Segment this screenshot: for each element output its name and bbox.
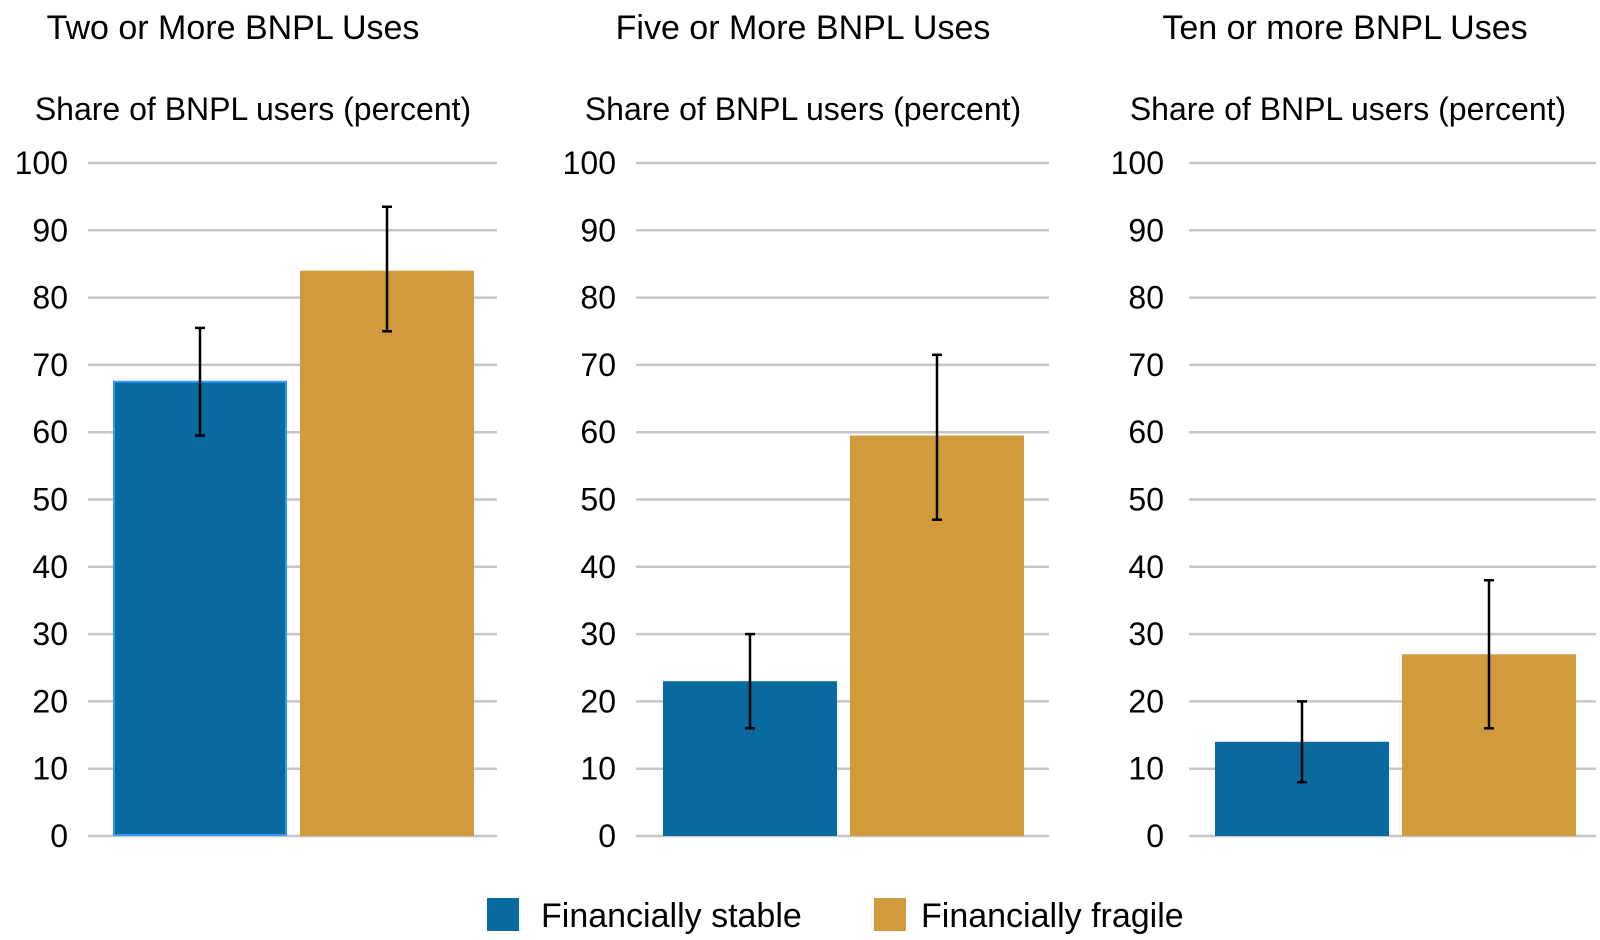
y-tick-label: 20 (580, 683, 616, 719)
y-tick-label: 30 (580, 616, 616, 652)
y-tick-label: 10 (580, 751, 616, 787)
legend-label-financially-stable: Financially stable (541, 897, 802, 935)
y-tick-label: 50 (32, 482, 68, 518)
y-tick-label: 0 (1146, 818, 1164, 854)
panel-title: Ten or more BNPL Uses (1162, 9, 1527, 47)
y-axis-label: Share of BNPL users (percent) (1130, 91, 1566, 127)
y-tick-label: 50 (580, 482, 616, 518)
chart-legend: Financially stable Financially fragile (487, 897, 1184, 935)
y-tick-label: 60 (580, 414, 616, 450)
y-tick-label: 70 (32, 347, 68, 383)
y-tick-label: 70 (580, 347, 616, 383)
bar-financially-stable (113, 380, 287, 836)
y-tick-label: 0 (50, 818, 68, 854)
bar-financially-fragile (300, 270, 474, 836)
y-tick-label: 20 (1128, 683, 1164, 719)
error-bar (1484, 579, 1494, 730)
y-tick-label: 30 (1128, 616, 1164, 652)
y-tick-label: 30 (32, 616, 68, 652)
y-tick-label: 70 (1128, 347, 1164, 383)
y-tick-label: 100 (1111, 145, 1164, 181)
legend-label-financially-fragile: Financially fragile (921, 897, 1184, 935)
y-axis-label: Share of BNPL users (percent) (35, 91, 471, 127)
error-bar (195, 326, 205, 437)
chart-panel-1: Two or More BNPL Uses Share of BNPL users… (15, 9, 497, 854)
y-tick-label: 100 (563, 145, 616, 181)
y-tick-label: 10 (1128, 751, 1164, 787)
y-tick-label: 100 (15, 145, 68, 181)
y-tick-label: 60 (32, 414, 68, 450)
y-tick-label: 80 (580, 280, 616, 316)
y-tick-label: 60 (1128, 414, 1164, 450)
error-bar (932, 353, 942, 521)
y-tick-label: 0 (598, 818, 616, 854)
y-tick-label: 50 (1128, 482, 1164, 518)
legend-swatch-financially-fragile (874, 898, 906, 931)
panel-title: Two or More BNPL Uses (47, 9, 420, 47)
y-tick-label: 90 (580, 212, 616, 248)
y-tick-label: 40 (1128, 549, 1164, 585)
chart-panel-2: Five or More BNPL Uses Share of BNPL user… (563, 9, 1049, 854)
y-tick-label: 40 (580, 549, 616, 585)
legend-swatch-financially-stable (487, 898, 519, 931)
y-tick-label: 40 (32, 549, 68, 585)
y-tick-label: 90 (32, 212, 68, 248)
y-tick-label: 90 (1128, 212, 1164, 248)
panel-title: Five or More BNPL Uses (616, 9, 991, 47)
chart-panel-3: Ten or more BNPL Uses Share of BNPL users… (1111, 9, 1596, 854)
error-bar (745, 632, 755, 730)
y-tick-label: 80 (32, 280, 68, 316)
y-tick-label: 20 (32, 683, 68, 719)
chart-panels: Two or More BNPL Uses Share of BNPL users… (15, 9, 1596, 854)
error-bar (382, 205, 392, 333)
y-tick-label: 10 (32, 751, 68, 787)
y-axis-label: Share of BNPL users (percent) (585, 91, 1021, 127)
y-tick-label: 80 (1128, 280, 1164, 316)
error-bar (1297, 700, 1307, 784)
